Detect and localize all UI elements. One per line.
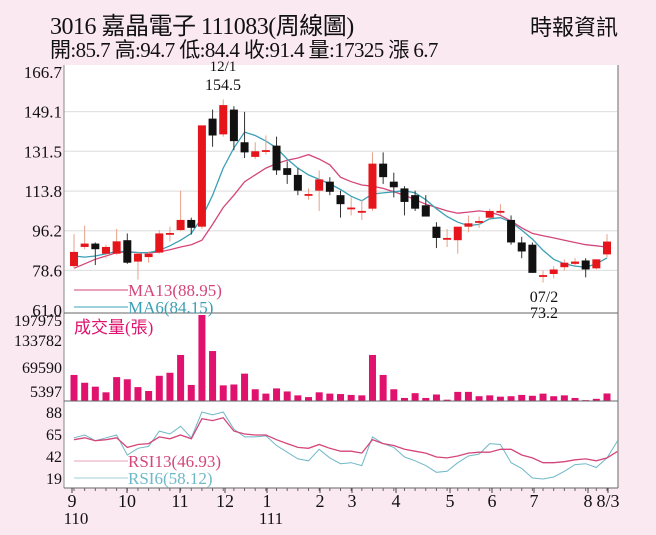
rsi-panel (64, 401, 618, 488)
svg-text:7: 7 (530, 491, 539, 511)
svg-text:133782: 133782 (14, 333, 62, 350)
svg-text:96.2: 96.2 (32, 222, 62, 241)
svg-text:8/3: 8/3 (596, 491, 619, 511)
svg-text:8: 8 (584, 491, 593, 511)
svg-text:10: 10 (118, 491, 136, 511)
svg-text:61.0: 61.0 (32, 301, 62, 320)
svg-text:19: 19 (46, 471, 62, 488)
svg-text:6: 6 (488, 491, 497, 511)
svg-text:4: 4 (392, 491, 401, 511)
svg-text:78.6: 78.6 (32, 261, 62, 280)
svg-text:110: 110 (64, 509, 89, 528)
svg-text:42: 42 (46, 449, 62, 466)
svg-text:成交量(張): 成交量(張) (74, 318, 153, 337)
brand-label: 時報資訊 (529, 15, 618, 40)
svg-text:12/1: 12/1 (210, 59, 237, 75)
svg-text:12: 12 (216, 491, 234, 511)
svg-text:11: 11 (171, 491, 188, 511)
svg-text:131.5: 131.5 (24, 142, 62, 161)
volume-bars (70, 315, 611, 401)
svg-text:65: 65 (46, 427, 62, 444)
svg-text:07/2: 07/2 (530, 289, 558, 306)
legends: 12/1 154.5 07/273.2 MA13(88.95)MA6(84.15)成交… (74, 59, 558, 488)
svg-text:88: 88 (46, 405, 62, 422)
svg-text:5: 5 (446, 491, 455, 511)
chart-title: 3016 嘉晶電子 111083(周線圖) (50, 14, 354, 40)
svg-text:RSI13(46.93): RSI13(46.93) (128, 452, 221, 471)
svg-text:RSI6(58.12): RSI6(58.12) (128, 469, 213, 488)
svg-text:113.8: 113.8 (24, 182, 62, 201)
svg-text:MA6(84.15): MA6(84.15) (128, 298, 213, 317)
svg-text:149.1: 149.1 (24, 103, 62, 122)
svg-text:111: 111 (259, 509, 283, 528)
svg-text:166.7: 166.7 (24, 63, 63, 82)
svg-text:2: 2 (316, 491, 325, 511)
svg-text:5397: 5397 (30, 384, 62, 401)
rsi-lines (73, 411, 619, 480)
svg-text:9: 9 (68, 491, 77, 511)
ohlc-summary: 開:85.7 高:94.7 低:84.4 收:91.4 量:17325 漲 6.… (50, 38, 438, 62)
svg-text:1: 1 (263, 491, 272, 511)
svg-text:3: 3 (348, 491, 357, 511)
candlesticks (70, 99, 611, 283)
svg-text:73.2: 73.2 (530, 305, 558, 322)
svg-text:69590: 69590 (22, 360, 62, 377)
svg-text:197975: 197975 (14, 313, 62, 330)
svg-text:154.5: 154.5 (205, 77, 241, 94)
price-panel (64, 65, 618, 313)
svg-text:MA13(88.95): MA13(88.95) (128, 281, 222, 300)
